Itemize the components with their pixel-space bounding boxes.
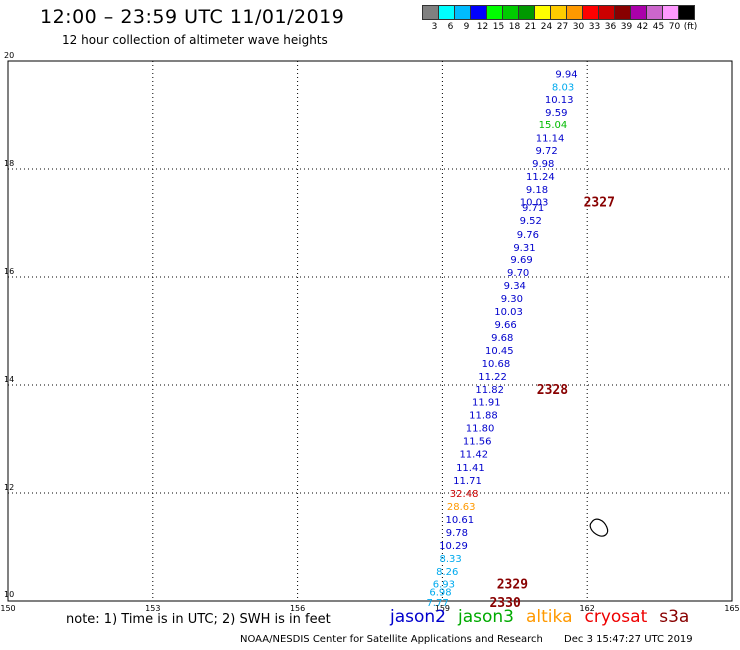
y-tick-label: 14	[4, 375, 14, 384]
wave-height-label: 9.69	[510, 255, 532, 266]
time-label: 2330	[489, 596, 520, 611]
wave-height-label: 9.98	[532, 159, 554, 170]
wave-height-label: 11.88	[469, 411, 498, 422]
wave-height-label: 11.24	[526, 172, 555, 183]
wave-height-label: 10.45	[485, 346, 514, 357]
wave-height-label: 28.63	[447, 502, 476, 513]
wave-height-label: 32.48	[450, 489, 479, 500]
y-tick-label: 20	[4, 51, 14, 60]
wave-height-label: 10.68	[482, 359, 511, 370]
wave-height-label: 10.13	[545, 95, 574, 106]
wave-height-label: 9.18	[526, 185, 548, 196]
island-outline	[589, 518, 609, 537]
wave-height-label: 10.61	[445, 515, 474, 526]
wave-height-label: 9.94	[555, 69, 577, 80]
wave-height-label: 8.33	[439, 554, 461, 565]
wave-height-label: 10.29	[439, 541, 468, 552]
y-tick-label: 16	[4, 267, 14, 276]
satellite-jason2: jason2	[390, 607, 446, 627]
wave-height-label: 9.66	[494, 320, 516, 331]
footer-credit: NOAA/NESDIS Center for Satellite Applica…	[240, 634, 693, 645]
wave-height-label: 11.80	[466, 424, 495, 435]
wave-height-label: 11.14	[536, 134, 565, 145]
legend-label: 12	[476, 22, 489, 32]
legend-label: 6	[447, 22, 454, 32]
wave-height-label: 9.78	[446, 528, 468, 539]
legend-label: 18	[508, 22, 521, 32]
wave-height-label: 9.34	[504, 281, 526, 292]
legend-label: 33	[588, 22, 601, 32]
plot-frame	[7, 60, 733, 602]
wave-height-label: 9.70	[507, 268, 529, 279]
wave-height-label: 9.52	[520, 216, 542, 227]
chart-title: 12:00 – 23:59 UTC 11/01/2019	[40, 6, 345, 28]
x-tick-label: 153	[145, 604, 160, 613]
wave-height-label: 7.77	[426, 598, 448, 609]
time-label: 2327	[584, 195, 615, 210]
legend-label: (ft)	[683, 22, 698, 32]
wave-height-label: 9.31	[513, 243, 535, 254]
wave-height-label: 6.93	[433, 580, 455, 591]
legend-label: 42	[636, 22, 649, 32]
wave-height-label: 10.03	[520, 197, 549, 208]
wave-height-label: 11.41	[456, 463, 485, 474]
wave-height-label: 11.42	[459, 450, 488, 461]
time-label: 2329	[497, 578, 528, 593]
wave-height-label: 9.71	[522, 203, 544, 214]
x-tick-label: 150	[0, 604, 15, 613]
x-tick-label: 165	[724, 604, 739, 613]
legend-label: 36	[604, 22, 617, 32]
wave-height-label: 9.30	[501, 294, 523, 305]
legend-label: 27	[556, 22, 569, 32]
wave-height-label: 6.98	[429, 587, 451, 598]
legend-label: 70	[668, 22, 681, 32]
wave-height-label: 9.59	[545, 108, 567, 119]
legend-label: 15	[492, 22, 505, 32]
y-tick-label: 12	[4, 483, 14, 492]
satellite-altika: altika	[526, 607, 573, 627]
legend-label: 21	[524, 22, 537, 32]
legend-label: 24	[540, 22, 553, 32]
footer-note: note: 1) Time is in UTC; 2) SWH is in fe…	[66, 612, 331, 627]
generated-timestamp: Dec 3 15:47:27 UTC 2019	[564, 634, 693, 645]
wave-height-label: 11.91	[472, 398, 501, 409]
satellite-legend: jason2 jason3 altika cryosat s3a	[390, 607, 701, 627]
legend-label: 30	[572, 22, 585, 32]
wave-height-label: 11.71	[453, 476, 482, 487]
time-label: 2328	[537, 383, 568, 398]
legend-swatch	[678, 5, 695, 20]
wave-height-label: 10.03	[494, 307, 523, 318]
wave-height-label: 8.03	[552, 82, 574, 93]
satellite-jason3: jason3	[458, 607, 514, 627]
satellite-s3a: s3a	[659, 607, 690, 627]
wave-height-label: 11.22	[478, 372, 507, 383]
color-legend	[422, 5, 695, 20]
legend-label: 9	[463, 22, 470, 32]
legend-label: 3	[431, 22, 438, 32]
wave-height-label: 11.56	[463, 437, 492, 448]
legend-label: 45	[652, 22, 665, 32]
x-tick-label: 159	[435, 604, 450, 613]
x-tick-label: 162	[580, 604, 595, 613]
x-tick-label: 156	[290, 604, 305, 613]
legend-label: 39	[620, 22, 633, 32]
wave-height-label: 9.68	[491, 333, 513, 344]
y-tick-label: 10	[4, 590, 14, 599]
wave-height-label: 9.72	[536, 146, 558, 157]
y-tick-label: 18	[4, 159, 14, 168]
chart-subtitle: 12 hour collection of altimeter wave hei…	[62, 33, 328, 47]
wave-height-label: 9.76	[517, 230, 539, 241]
wave-height-label: 11.82	[475, 385, 504, 396]
wave-height-label: 8.26	[436, 567, 458, 578]
wave-height-label: 15.04	[539, 120, 568, 131]
credit-text: NOAA/NESDIS Center for Satellite Applica…	[240, 634, 543, 645]
satellite-cryosat: cryosat	[584, 607, 648, 627]
